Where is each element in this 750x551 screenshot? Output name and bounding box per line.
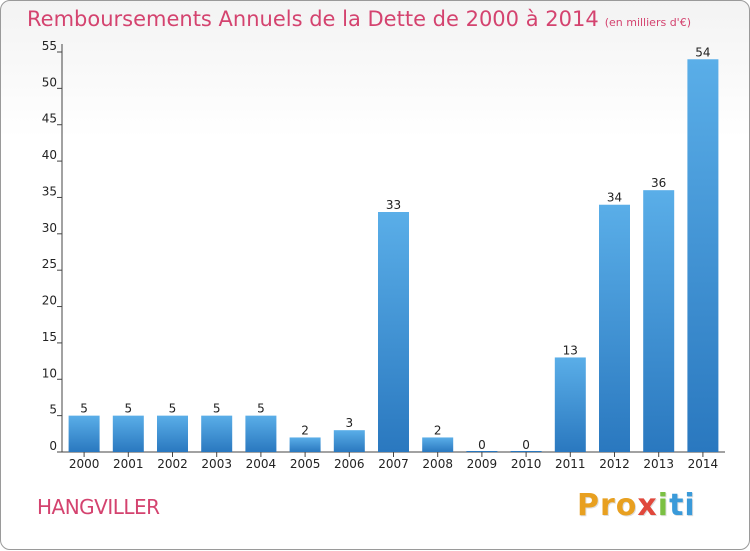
data-label: 2 bbox=[301, 423, 309, 437]
y-tick-label: 0 bbox=[49, 439, 57, 453]
x-tick-label: 2003 bbox=[201, 457, 232, 471]
data-label: 0 bbox=[522, 438, 530, 452]
y-tick-label: 15 bbox=[42, 330, 57, 344]
data-label: 5 bbox=[257, 402, 265, 416]
logo-part-3: i bbox=[657, 488, 670, 523]
bar bbox=[643, 190, 675, 452]
y-tick-label: 55 bbox=[42, 39, 57, 53]
y-tick-label: 45 bbox=[42, 112, 57, 126]
logo-part-1: Pro bbox=[577, 488, 638, 523]
bar bbox=[599, 204, 630, 452]
logo-part-2: x bbox=[637, 488, 658, 523]
chart-title-text: Remboursements Annuels de la Dette de 20… bbox=[27, 7, 599, 31]
y-tick-label: 35 bbox=[42, 184, 57, 198]
data-label: 13 bbox=[563, 343, 578, 357]
chart-title: Remboursements Annuels de la Dette de 20… bbox=[27, 7, 691, 31]
data-label: 5 bbox=[80, 402, 88, 416]
data-label: 33 bbox=[386, 198, 401, 212]
chart-unit: (en milliers d'€) bbox=[604, 16, 691, 29]
bar bbox=[112, 415, 144, 452]
data-label: 54 bbox=[695, 45, 710, 59]
x-tick-label: 2011 bbox=[555, 457, 586, 471]
x-tick-label: 2006 bbox=[334, 457, 365, 471]
y-tick-label: 30 bbox=[42, 221, 57, 235]
bar bbox=[201, 415, 233, 452]
bar bbox=[422, 437, 454, 452]
x-tick-label: 2007 bbox=[378, 457, 409, 471]
x-tick-label: 2000 bbox=[69, 457, 100, 471]
x-tick-label: 2004 bbox=[246, 457, 277, 471]
y-tick-label: 10 bbox=[42, 366, 57, 380]
bar bbox=[554, 357, 586, 452]
x-tick-label: 2013 bbox=[643, 457, 674, 471]
data-label: 3 bbox=[345, 416, 353, 430]
data-label: 5 bbox=[124, 402, 132, 416]
x-tick-label: 2005 bbox=[290, 457, 321, 471]
bar bbox=[289, 437, 321, 452]
proxiti-logo: Proxiti bbox=[577, 488, 696, 523]
bar bbox=[687, 59, 719, 452]
bar bbox=[157, 415, 188, 452]
y-tick-label: 5 bbox=[49, 403, 57, 417]
data-label: 5 bbox=[213, 402, 221, 416]
y-tick-label: 20 bbox=[42, 294, 57, 308]
logo-part-4: ti bbox=[669, 488, 696, 523]
data-label: 36 bbox=[651, 176, 666, 190]
bar bbox=[333, 430, 365, 452]
y-tick-label: 25 bbox=[42, 257, 57, 271]
data-label: 2 bbox=[434, 423, 442, 437]
y-tick-label: 50 bbox=[42, 75, 57, 89]
x-tick-label: 2014 bbox=[688, 457, 719, 471]
x-tick-label: 2009 bbox=[467, 457, 498, 471]
bar bbox=[378, 212, 409, 452]
chart-bars bbox=[68, 59, 719, 452]
x-tick-label: 2012 bbox=[599, 457, 630, 471]
data-label: 34 bbox=[607, 191, 622, 205]
data-label: 5 bbox=[169, 402, 177, 416]
bar bbox=[245, 415, 277, 452]
y-tick-label: 40 bbox=[42, 148, 57, 162]
x-tick-label: 2010 bbox=[511, 457, 542, 471]
bar bbox=[68, 415, 100, 452]
x-tick-label: 2008 bbox=[422, 457, 453, 471]
x-tick-label: 2001 bbox=[113, 457, 144, 471]
x-tick-label: 2002 bbox=[157, 457, 188, 471]
commune-name: HANGVILLER bbox=[37, 495, 160, 519]
bar bbox=[466, 451, 498, 452]
data-label: 0 bbox=[478, 438, 486, 452]
bar bbox=[510, 451, 542, 452]
